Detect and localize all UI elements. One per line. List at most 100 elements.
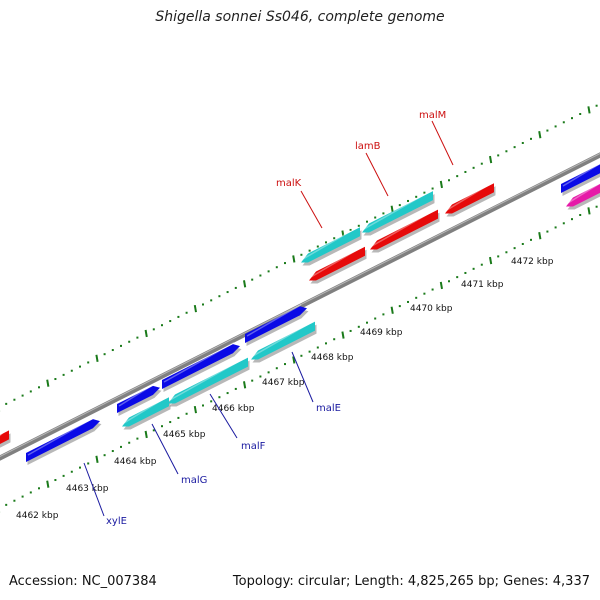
scale-dot <box>284 363 286 366</box>
scale-dot <box>120 445 122 448</box>
scale-dot <box>521 242 524 245</box>
scale-dot <box>464 271 467 274</box>
scale-dot <box>111 450 114 453</box>
scale-dot <box>62 474 65 477</box>
scale-tick-mark <box>489 256 493 265</box>
scale-dot <box>415 195 418 198</box>
scale-dot <box>202 404 204 407</box>
scale-dot <box>423 191 426 194</box>
scale-dot <box>111 349 114 352</box>
scale-tick-label: 4464 kbp <box>114 457 157 467</box>
scale-dot <box>251 278 254 281</box>
scale-dot <box>38 386 40 389</box>
scale-dot <box>398 305 401 308</box>
scale-dot <box>423 292 426 295</box>
scale-dot <box>38 487 40 490</box>
scale-dot <box>5 503 8 506</box>
scale-dot <box>103 454 106 457</box>
scale-dot <box>448 280 450 283</box>
scale-tick-label: 4470 kbp <box>410 304 453 314</box>
scale-dot <box>234 387 237 390</box>
scale-dot <box>21 495 24 498</box>
gene-block <box>445 183 496 217</box>
scale-dot <box>284 262 286 265</box>
gene-block <box>245 304 309 346</box>
gene-label-leader <box>151 423 179 475</box>
scale-dot <box>325 342 327 345</box>
scale-dot <box>29 390 32 393</box>
scale-tick-mark <box>193 304 197 313</box>
scale-dot <box>267 270 270 273</box>
scale-dot <box>398 204 401 207</box>
scale-dot <box>185 412 188 415</box>
scale-dot <box>407 199 409 202</box>
scale-dot <box>316 346 319 349</box>
gene-block <box>370 209 440 253</box>
scale-tick-mark <box>243 381 247 389</box>
scale-tick-mark <box>341 331 345 339</box>
scale-dot <box>79 365 81 368</box>
scale-dot <box>464 170 467 173</box>
gene-block <box>0 430 11 448</box>
scale-dot <box>571 218 573 221</box>
scale-dot <box>497 154 500 157</box>
scale-dot <box>13 398 16 401</box>
gene-label: malF <box>241 441 266 452</box>
gene-block <box>561 162 600 196</box>
scale-dot <box>161 425 163 428</box>
scale-dot <box>579 213 582 216</box>
scale-dot <box>29 491 32 494</box>
scale-tick-mark <box>538 131 542 139</box>
scale-dot <box>382 212 385 215</box>
gene-label: malK <box>276 178 302 189</box>
scale-dot <box>136 336 139 339</box>
scale-dot <box>251 379 254 382</box>
scale-dot <box>382 313 385 316</box>
scale-tick-mark <box>144 430 148 439</box>
scale-dot <box>218 295 221 298</box>
scale-dot <box>128 340 131 343</box>
gene-features <box>0 162 600 465</box>
scale-dot <box>431 187 434 190</box>
gene-label: lamB <box>355 141 381 152</box>
scale-dot <box>161 324 163 327</box>
scale-dot <box>152 328 155 331</box>
scale-tick-mark <box>439 180 443 189</box>
scale-dot <box>530 238 532 241</box>
scale-tick-label: 4465 kbp <box>163 430 206 440</box>
scale-dot <box>210 299 213 302</box>
scale-dot <box>530 137 532 140</box>
outer-scale-line <box>0 104 598 412</box>
scale-tick-mark <box>95 354 99 362</box>
scale-dot <box>357 224 360 227</box>
gene-block <box>251 321 317 363</box>
scale-dot <box>62 373 65 376</box>
scale-dot <box>554 125 557 128</box>
scale-dot <box>407 300 409 303</box>
scale-dot <box>333 338 336 341</box>
gene-label-leader <box>83 462 105 517</box>
scale-tick-labels: 4462 kbp 4463 kbp 4464 kbp 4465 kbp 4466 kbp… <box>16 257 554 521</box>
scale-dot <box>415 296 418 299</box>
scale-tick-mark <box>489 155 493 164</box>
accession-text: Accession: NC_007384 <box>9 574 157 589</box>
scale-dot <box>152 429 155 432</box>
scale-dot <box>103 353 106 356</box>
scale-dot <box>357 325 360 328</box>
scale-tick-mark <box>587 106 591 114</box>
scale-dot <box>308 249 311 252</box>
scale-tick-label: 4468 kbp <box>311 353 354 363</box>
gene-label-leader <box>300 190 323 229</box>
scale-dot <box>349 329 352 332</box>
scale-dot <box>70 369 73 372</box>
scale-dot <box>579 112 582 115</box>
scale-tick-mark <box>193 405 197 414</box>
scale-tick-label: 4469 kbp <box>360 328 403 338</box>
scale-dot <box>308 350 311 353</box>
gene-label-leader <box>291 351 314 403</box>
scale-dot <box>546 230 549 233</box>
scale-dot <box>87 361 90 364</box>
scale-dot <box>554 226 557 229</box>
gene-block <box>26 416 102 465</box>
scale-dot <box>87 462 90 465</box>
